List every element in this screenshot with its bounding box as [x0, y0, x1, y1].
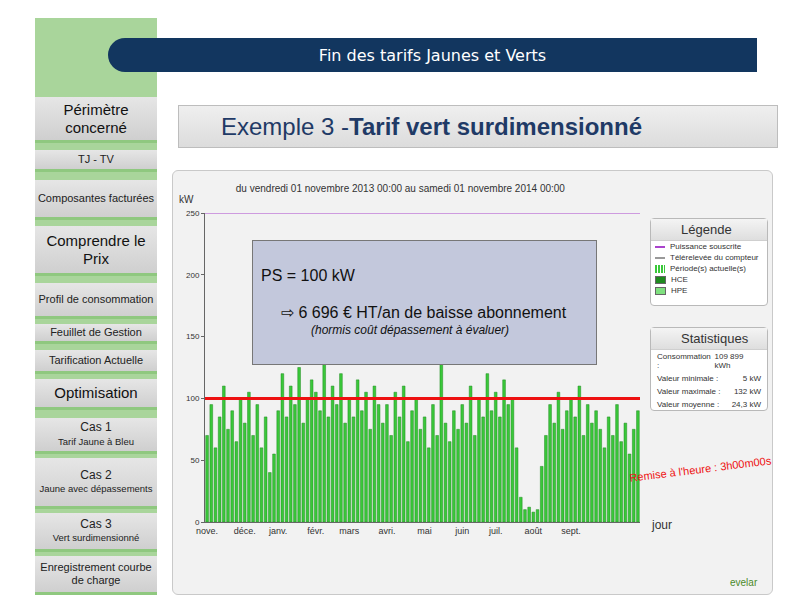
svg-text:250: 250 — [186, 209, 200, 218]
html-text:Tarification Actuelle: Tarification Actuelle — [48, 354, 144, 367]
svg-text:mai: mai — [417, 526, 432, 536]
svg-text:févr.: févr. — [307, 526, 324, 536]
html-text:132 kW: 132 kW — [733, 387, 761, 396]
svg-text:juil.: juil. — [488, 526, 503, 536]
html-text:PS = 100 kW: PS = 100 kW — [261, 267, 355, 284]
svg-text:nove.: nove. — [196, 526, 218, 536]
html-text:TJ - TV: TJ - TV — [78, 153, 114, 166]
svg-text:mars: mars — [339, 526, 359, 536]
svg-text:0: 0 — [195, 518, 200, 527]
html-text:24,3 kW: 24,3 kW — [731, 400, 761, 409]
html-text:Valeur maximale :: Valeur maximale : — [657, 387, 721, 396]
html-text:109 899 kWh: 109 899 kWh — [714, 352, 744, 370]
html-text:HPE: HPE — [671, 286, 688, 295]
svg-text:déce.: déce. — [234, 526, 256, 536]
html-text:Optimisation: Optimisation — [54, 384, 138, 402]
html-text:Consommation :: Consommation : — [657, 352, 711, 370]
html-text:(hormis coût dépassement à éva: (hormis coût dépassement à évaluer) — [311, 323, 510, 337]
html-text:Exemple 3 - Tarif vert surdime: Exemple 3 - Tarif vert surdimensionné — [221, 112, 642, 140]
html-text:Valeur minimale :: Valeur minimale : — [657, 374, 719, 383]
svg-text:jour: jour — [651, 518, 672, 532]
html-text:Période(s) actuelle(s): Période(s) actuelle(s) — [670, 264, 746, 273]
html-text:Cas 1: Cas 1 — [80, 420, 112, 435]
html-text:Vert surdimensionné: Vert surdimensionné — [52, 532, 140, 544]
svg-text:Remise à l'heure : 3h00m00s: Remise à l'heure : 3h00m00s — [629, 454, 773, 483]
html-text:Cas 2: Cas 2 — [80, 467, 112, 482]
html-text:Légende: Légende — [681, 222, 732, 237]
svg-text:juin: juin — [454, 526, 469, 536]
svg-text:kW: kW — [179, 194, 194, 205]
svg-text:du vendredi 01 novembre 2013 0: du vendredi 01 novembre 2013 00:00 au sa… — [236, 183, 566, 194]
svg-text:150: 150 — [186, 332, 200, 341]
svg-text:sept.: sept. — [561, 526, 581, 536]
svg-text:août: août — [525, 526, 543, 536]
svg-text:200: 200 — [186, 271, 200, 280]
html-text:Comprendre le Prix: Comprendre le Prix — [46, 232, 146, 267]
svg-text:avri.: avri. — [378, 526, 395, 536]
svg-text:janv.: janv. — [268, 526, 287, 536]
html-text:Télérelevée du compteur: Télérelevée du compteur — [670, 253, 759, 262]
html-text:5 kW: 5 kW — [742, 374, 761, 383]
html-text:Feuillet de Gestion: Feuillet de Gestion — [50, 326, 142, 339]
html-text:Jaune avec dépassements: Jaune avec dépassements — [39, 483, 153, 495]
html-text:Profil de consommation: Profil de consommation — [38, 293, 154, 306]
svg-text:100: 100 — [186, 394, 200, 403]
html-text:Périmètre concerné: Périmètre concerné — [63, 101, 129, 136]
html-text:Statistiques: Statistiques — [681, 331, 749, 346]
svg-text:50: 50 — [190, 456, 199, 465]
html-text:HCE: HCE — [671, 275, 688, 284]
html-text:Valeur moyenne :: Valeur moyenne : — [657, 400, 720, 409]
html-text:⇨ 6 696 € HT/an de baisse abon: ⇨ 6 696 € HT/an de baisse abonnement — [281, 304, 567, 321]
html-text:Puissance souscrite: Puissance souscrite — [670, 242, 742, 251]
html-text:Tarif Jaune à Bleu: Tarif Jaune à Bleu — [58, 435, 134, 447]
html-text:Composantes facturées: Composantes facturées — [37, 192, 155, 205]
html-text:Fin des tarifs Jaunes et Verts: Fin des tarifs Jaunes et Verts — [318, 45, 547, 65]
html-text:Enregistrement courbe de charg: Enregistrement courbe de charge — [40, 561, 152, 586]
html-text:Cas 3: Cas 3 — [80, 516, 112, 531]
html-text:evelar: evelar — [730, 577, 758, 588]
